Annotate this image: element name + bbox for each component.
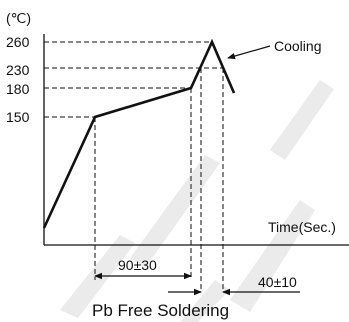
y-tick-label-180: 180: [6, 81, 30, 97]
temperature-profile-curve: [42, 38, 236, 229]
cooling-label: Cooling: [274, 38, 321, 54]
preheat-dimension-label: 90±30: [118, 257, 157, 273]
time-guides: [94, 68, 224, 290]
y-tick-label-260: 260: [6, 34, 30, 50]
temperature-guides: [44, 41, 223, 118]
unit-label: (℃): [6, 10, 31, 26]
cooling-leader-line: [227, 45, 271, 60]
diagram-caption: Pb Free Soldering: [92, 301, 229, 320]
x-axis-label: Time(Sec.): [268, 219, 336, 235]
y-tick-label-150: 150: [6, 109, 30, 125]
reflow-dimension-label: 40±10: [258, 274, 297, 290]
y-tick-label-230: 230: [6, 62, 30, 78]
